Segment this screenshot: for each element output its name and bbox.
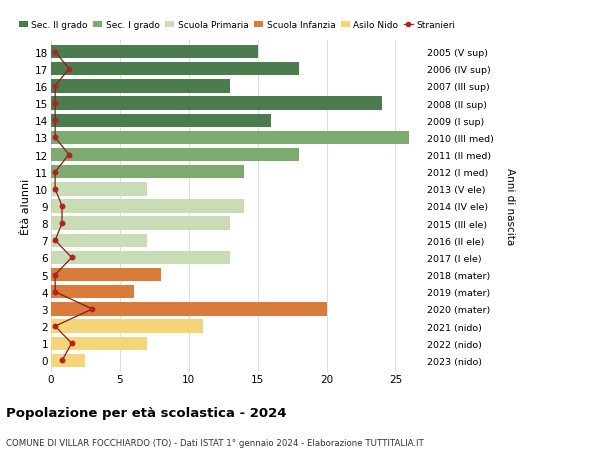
- Point: [50, 100, 60, 107]
- Bar: [51, 131, 409, 145]
- Bar: [51, 114, 271, 128]
- Point: [50, 271, 60, 279]
- Bar: [51, 234, 148, 247]
- Text: Popolazione per età scolastica - 2024: Popolazione per età scolastica - 2024: [6, 406, 287, 419]
- Bar: [51, 200, 244, 213]
- Point: [67, 254, 76, 262]
- Bar: [51, 97, 382, 111]
- Point: [50, 168, 60, 176]
- Point: [50, 49, 60, 56]
- Point: [50, 186, 60, 193]
- Point: [50, 323, 60, 330]
- Bar: [51, 354, 85, 367]
- Bar: [51, 337, 148, 350]
- Point: [50, 117, 60, 124]
- Bar: [51, 80, 230, 93]
- Bar: [51, 149, 299, 162]
- Bar: [51, 251, 230, 264]
- Point: [67, 340, 76, 347]
- Point: [57, 220, 67, 227]
- Point: [50, 237, 60, 245]
- Y-axis label: Anni di nascita: Anni di nascita: [505, 168, 515, 245]
- Text: COMUNE DI VILLAR FOCCHIARDO (TO) - Dati ISTAT 1° gennaio 2024 - Elaborazione TUT: COMUNE DI VILLAR FOCCHIARDO (TO) - Dati …: [6, 438, 424, 448]
- Point: [57, 203, 67, 210]
- Point: [64, 151, 74, 159]
- Legend: Sec. II grado, Sec. I grado, Scuola Primaria, Scuola Infanzia, Asilo Nido, Stran: Sec. II grado, Sec. I grado, Scuola Prim…: [19, 21, 455, 30]
- Point: [64, 66, 74, 73]
- Point: [50, 83, 60, 90]
- Bar: [51, 285, 134, 299]
- Point: [50, 289, 60, 296]
- Bar: [51, 63, 299, 76]
- Bar: [51, 183, 148, 196]
- Bar: [51, 269, 161, 282]
- Y-axis label: Ètà alunni: Ètà alunni: [21, 179, 31, 235]
- Point: [57, 357, 67, 364]
- Point: [50, 134, 60, 142]
- Bar: [51, 302, 326, 316]
- Point: [88, 306, 97, 313]
- Bar: [51, 166, 244, 179]
- Bar: [51, 320, 203, 333]
- Bar: [51, 217, 230, 230]
- Bar: [51, 46, 257, 59]
